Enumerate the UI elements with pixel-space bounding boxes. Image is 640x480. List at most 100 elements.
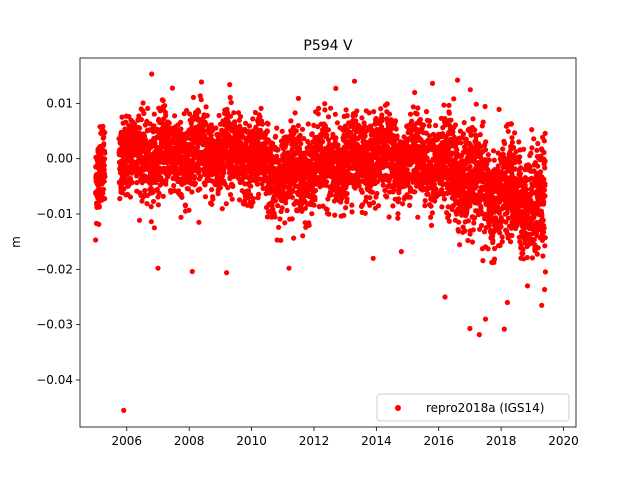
data-point xyxy=(334,120,340,126)
data-point xyxy=(400,201,406,207)
data-point xyxy=(490,148,497,154)
data-point xyxy=(272,214,278,220)
data-point xyxy=(283,200,289,206)
data-point xyxy=(529,127,535,133)
data-point xyxy=(278,237,284,243)
data-point xyxy=(349,209,355,215)
data-point xyxy=(458,140,464,146)
data-point xyxy=(422,198,428,204)
data-point xyxy=(344,196,350,202)
data-point xyxy=(529,145,535,151)
data-point xyxy=(151,123,157,129)
data-point xyxy=(295,123,301,129)
data-point xyxy=(298,141,304,147)
data-point xyxy=(462,228,468,234)
y-tick-label: 0.00 xyxy=(46,152,73,166)
data-point xyxy=(232,119,238,125)
data-point xyxy=(121,186,127,192)
data-point xyxy=(189,189,195,195)
data-point xyxy=(456,219,462,225)
data-point xyxy=(184,107,190,114)
data-point xyxy=(482,103,488,110)
data-point xyxy=(349,202,355,208)
data-point xyxy=(433,122,439,129)
data-point xyxy=(157,165,163,171)
data-point xyxy=(265,121,271,127)
data-point xyxy=(208,122,214,128)
data-point xyxy=(460,131,467,137)
y-tick-label: 0.01 xyxy=(46,96,73,110)
data-point xyxy=(369,189,376,195)
data-point xyxy=(96,204,102,210)
data-point xyxy=(144,201,150,207)
x-tick-label: 2014 xyxy=(361,434,392,448)
data-point xyxy=(101,134,107,140)
data-point xyxy=(457,242,463,248)
data-point xyxy=(296,146,302,152)
data-point xyxy=(150,198,157,205)
data-point xyxy=(196,109,202,115)
data-point xyxy=(275,203,281,209)
data-point xyxy=(496,106,502,112)
data-point xyxy=(469,239,476,245)
data-point xyxy=(145,105,151,111)
data-point xyxy=(190,94,196,100)
data-point xyxy=(396,196,402,202)
data-point xyxy=(238,114,244,120)
data-point xyxy=(311,202,317,208)
x-tick-label: 2008 xyxy=(174,434,205,448)
data-point xyxy=(516,159,523,165)
data-point xyxy=(246,123,253,129)
data-point xyxy=(410,104,416,110)
data-point xyxy=(264,128,270,134)
data-point xyxy=(426,123,432,129)
data-point xyxy=(375,203,382,209)
data-point xyxy=(367,195,373,201)
data-point xyxy=(157,170,163,176)
data-point xyxy=(275,147,281,153)
data-point xyxy=(499,234,505,240)
data-point xyxy=(140,100,146,106)
data-point xyxy=(102,156,108,162)
data-point xyxy=(524,186,530,193)
data-point xyxy=(235,110,242,116)
data-point xyxy=(179,194,185,200)
data-point xyxy=(288,118,294,124)
data-point xyxy=(516,139,522,145)
data-point xyxy=(171,183,177,189)
data-point xyxy=(428,203,434,209)
chart-title: P594 V xyxy=(303,38,353,54)
data-point xyxy=(470,227,476,233)
data-point xyxy=(362,210,368,216)
data-point xyxy=(129,179,135,186)
data-point xyxy=(139,198,145,204)
data-point xyxy=(284,207,290,214)
y-tick-label: −0.02 xyxy=(36,262,73,276)
y-tick-label: −0.04 xyxy=(36,373,73,387)
data-point xyxy=(490,238,496,244)
data-point xyxy=(128,176,134,182)
data-point xyxy=(247,192,254,198)
data-point xyxy=(328,105,334,111)
data-point xyxy=(384,194,390,200)
data-point xyxy=(101,178,107,184)
data-point xyxy=(344,113,350,119)
data-point xyxy=(279,205,285,211)
data-point xyxy=(102,196,108,202)
data-point xyxy=(213,125,219,131)
data-point xyxy=(240,134,247,141)
data-point xyxy=(380,182,386,188)
data-point xyxy=(312,187,319,194)
data-point xyxy=(254,181,260,187)
data-point xyxy=(517,154,523,160)
data-point xyxy=(468,132,474,138)
data-point xyxy=(223,201,229,207)
data-point xyxy=(509,139,515,145)
data-point xyxy=(528,150,534,156)
data-point xyxy=(344,191,350,197)
data-point xyxy=(467,87,473,93)
data-point xyxy=(257,127,264,133)
data-point xyxy=(502,140,508,147)
data-point xyxy=(412,189,418,195)
data-point xyxy=(117,196,123,202)
